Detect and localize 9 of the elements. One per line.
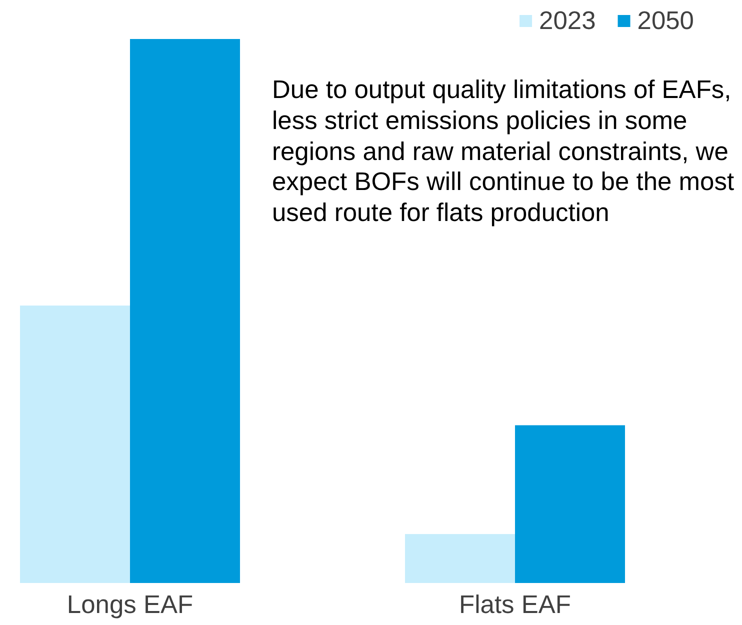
x-tick-label: Flats EAF <box>459 591 571 620</box>
bar <box>130 39 240 583</box>
legend-label: 2023 <box>539 7 596 35</box>
bar <box>20 306 130 583</box>
annotation: Due to output quality limitations of EAFs, less strict emissions policies in some regions and raw material constraints, we expect BOFs will continue to be the most used route for flats production <box>272 75 736 229</box>
x-tick-label: Longs EAF <box>66 591 194 620</box>
bar <box>515 425 625 583</box>
legend-label: 2050 <box>637 7 694 35</box>
bar <box>405 534 516 583</box>
